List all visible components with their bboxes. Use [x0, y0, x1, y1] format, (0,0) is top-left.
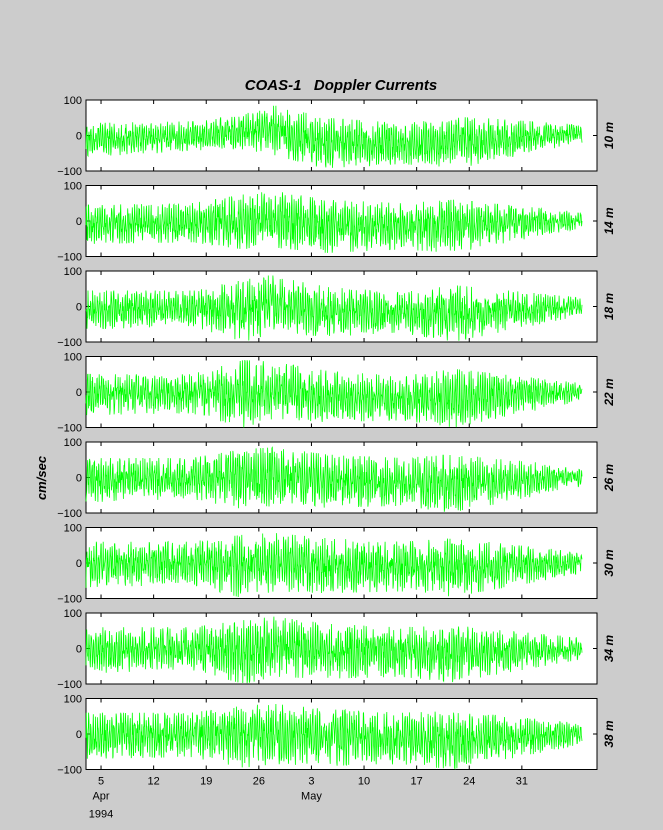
x-axis: 5 Apr 1994 12 19 26 3 May 10 17 24 31: [89, 776, 528, 821]
x-tick-label: 26: [253, 776, 265, 788]
series-line-3: [85, 275, 583, 341]
panel-6: 100 0 −100 30 m: [57, 523, 616, 606]
y-tick-label: 100: [64, 181, 82, 193]
y-tick-label: −100: [57, 423, 82, 435]
y-tick-label: 0: [76, 644, 82, 656]
y-tick-label: 100: [64, 352, 82, 364]
depth-label: 14 m: [602, 207, 616, 235]
depth-label: 18 m: [602, 292, 616, 320]
y-tick-label: 100: [64, 266, 82, 278]
x-tick-month-label: Apr: [92, 791, 109, 803]
depth-label: 10 m: [602, 121, 616, 149]
depth-label: 38 m: [602, 720, 616, 748]
y-tick-label: −100: [57, 679, 82, 691]
panel-4: 100 0 −100 22 m: [57, 352, 616, 435]
y-tick-label: 100: [64, 95, 82, 107]
y-tick-label: −100: [57, 765, 82, 777]
y-tick-label: 100: [64, 437, 82, 449]
panel-2: 100 0 −100 14 m: [57, 181, 616, 264]
y-tick-label: 0: [76, 216, 82, 228]
y-tick-label: −100: [57, 337, 82, 349]
panel-8: 100 0 −100 38 m: [57, 694, 616, 777]
depth-label: 26 m: [602, 463, 616, 492]
depth-label: 22 m: [602, 378, 616, 407]
y-tick-label: 100: [64, 608, 82, 620]
panel-7: 100 0 −100 34 m: [57, 608, 616, 691]
x-tick-year-label: 1994: [89, 809, 113, 821]
x-tick-label: 3: [308, 776, 314, 788]
y-tick-label: 0: [76, 387, 82, 399]
y-tick-label: −100: [57, 594, 82, 606]
series-line-8: [85, 703, 583, 770]
series-line-4: [85, 360, 583, 428]
y-tick-label: 0: [76, 131, 82, 143]
x-tick-label: 10: [358, 776, 370, 788]
x-tick-label: 12: [148, 776, 160, 788]
y-tick-label: −100: [57, 252, 82, 264]
series-line-5: [85, 446, 583, 512]
y-tick-label: −100: [57, 508, 82, 520]
depth-label: 34 m: [602, 634, 616, 662]
y-axis-label: cm/sec: [34, 455, 49, 500]
y-tick-label: 0: [76, 729, 82, 741]
series-line-6: [85, 533, 583, 598]
x-tick-label: 19: [200, 776, 212, 788]
x-tick-label: 24: [463, 776, 475, 788]
panel-3: 100 0 −100 18 m: [57, 266, 616, 349]
y-tick-label: 0: [76, 473, 82, 485]
series-line-1: [85, 105, 583, 168]
x-tick-label: 17: [411, 776, 423, 788]
panel-5: 100 0 −100 26 m: [57, 437, 616, 520]
series-line-2: [85, 192, 583, 253]
x-tick-month-label: May: [301, 791, 322, 803]
x-tick-label: 5: [98, 776, 104, 788]
y-tick-label: 100: [64, 523, 82, 535]
depth-label: 30 m: [602, 549, 616, 577]
panel-frame: [85, 527, 598, 599]
y-tick-label: 0: [76, 558, 82, 570]
x-tick-label: 31: [516, 776, 528, 788]
panel-1: 100 0 −100 10 m: [57, 95, 616, 178]
chart-title: COAS-1 Doppler Currents: [245, 77, 438, 94]
panel-frame: [85, 185, 598, 257]
y-tick-label: −100: [57, 166, 82, 178]
y-tick-label: 0: [76, 302, 82, 314]
y-tick-label: 100: [64, 694, 82, 706]
series-line-7: [85, 616, 583, 684]
panels-group: 100 0 −100 10 m 100 0 −100 14 m 100 0 −100 18 m 100 0…: [57, 95, 616, 777]
panel-frame: [85, 99, 598, 172]
